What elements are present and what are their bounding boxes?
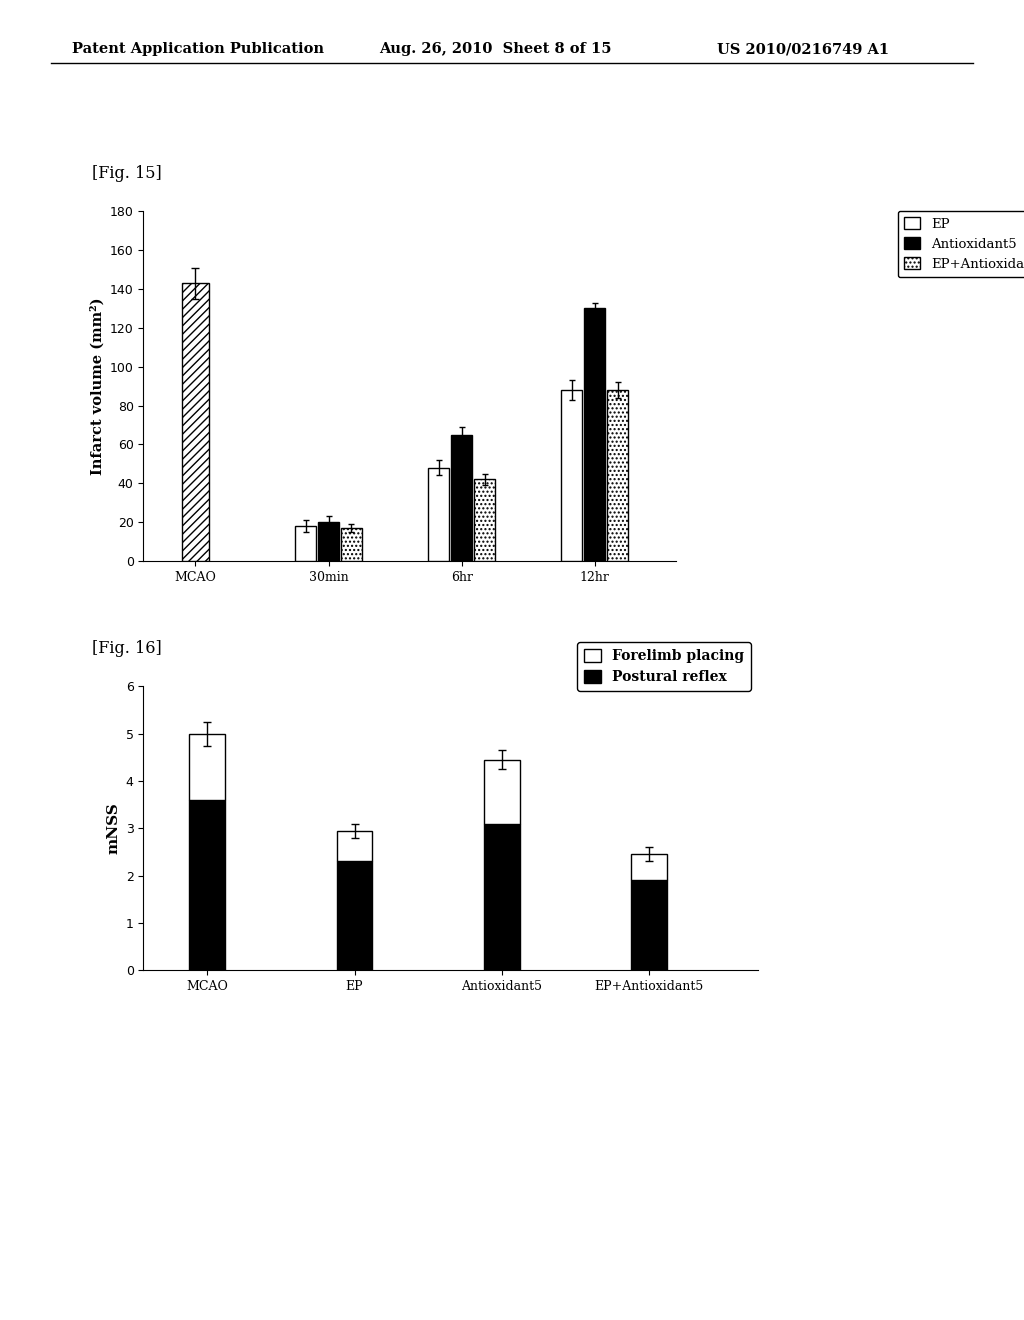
Bar xyxy=(561,389,583,561)
Bar xyxy=(189,734,225,800)
Bar xyxy=(452,434,472,561)
Bar xyxy=(318,523,339,561)
Bar xyxy=(182,282,209,561)
Legend: Forelimb placing, Postural reflex: Forelimb placing, Postural reflex xyxy=(577,643,751,692)
Text: Aug. 26, 2010  Sheet 8 of 15: Aug. 26, 2010 Sheet 8 of 15 xyxy=(379,42,611,57)
Y-axis label: Infarct volume (mm²): Infarct volume (mm²) xyxy=(90,297,104,475)
Bar xyxy=(585,309,605,561)
Y-axis label: mNSS: mNSS xyxy=(106,803,120,854)
Bar xyxy=(295,527,316,561)
Bar xyxy=(631,880,667,970)
Bar xyxy=(631,854,667,880)
Bar xyxy=(484,760,520,824)
Text: US 2010/0216749 A1: US 2010/0216749 A1 xyxy=(717,42,889,57)
Bar xyxy=(474,479,495,561)
Bar xyxy=(428,467,450,561)
Bar xyxy=(189,800,225,970)
Bar xyxy=(337,862,373,970)
Legend: EP, Antioxidant5, EP+Antioxidant5: EP, Antioxidant5, EP+Antioxidant5 xyxy=(898,211,1024,277)
Text: [Fig. 16]: [Fig. 16] xyxy=(92,640,162,657)
Bar xyxy=(337,830,373,862)
Bar xyxy=(341,528,361,561)
Text: [Fig. 15]: [Fig. 15] xyxy=(92,165,162,182)
Bar xyxy=(607,389,628,561)
Text: Patent Application Publication: Patent Application Publication xyxy=(72,42,324,57)
Bar xyxy=(484,824,520,970)
